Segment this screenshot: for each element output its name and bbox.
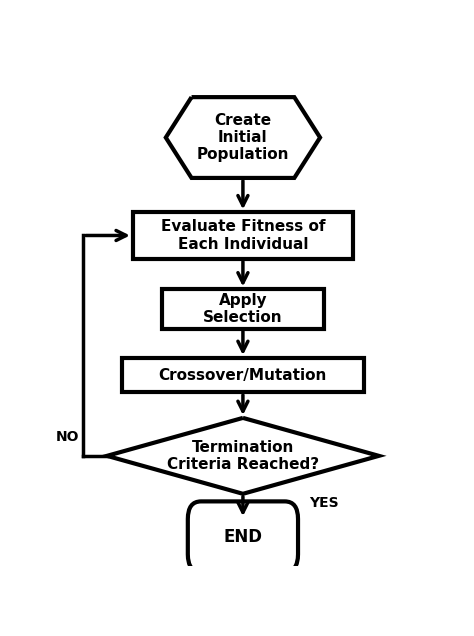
Text: Termination
Criteria Reached?: Termination Criteria Reached? (167, 439, 319, 472)
Bar (133, 212, 353, 259)
Polygon shape (107, 418, 379, 494)
Polygon shape (166, 97, 320, 178)
Text: NO: NO (56, 429, 80, 444)
Bar (162, 289, 324, 329)
Text: Create
Initial
Population: Create Initial Population (197, 113, 289, 162)
FancyBboxPatch shape (188, 501, 298, 572)
Bar (122, 358, 364, 392)
Text: END: END (223, 528, 263, 546)
Text: Apply
Selection: Apply Selection (203, 293, 283, 325)
Text: YES: YES (309, 496, 338, 510)
Text: Crossover/Mutation: Crossover/Mutation (159, 368, 327, 382)
Text: Evaluate Fitness of
Each Individual: Evaluate Fitness of Each Individual (161, 219, 325, 252)
